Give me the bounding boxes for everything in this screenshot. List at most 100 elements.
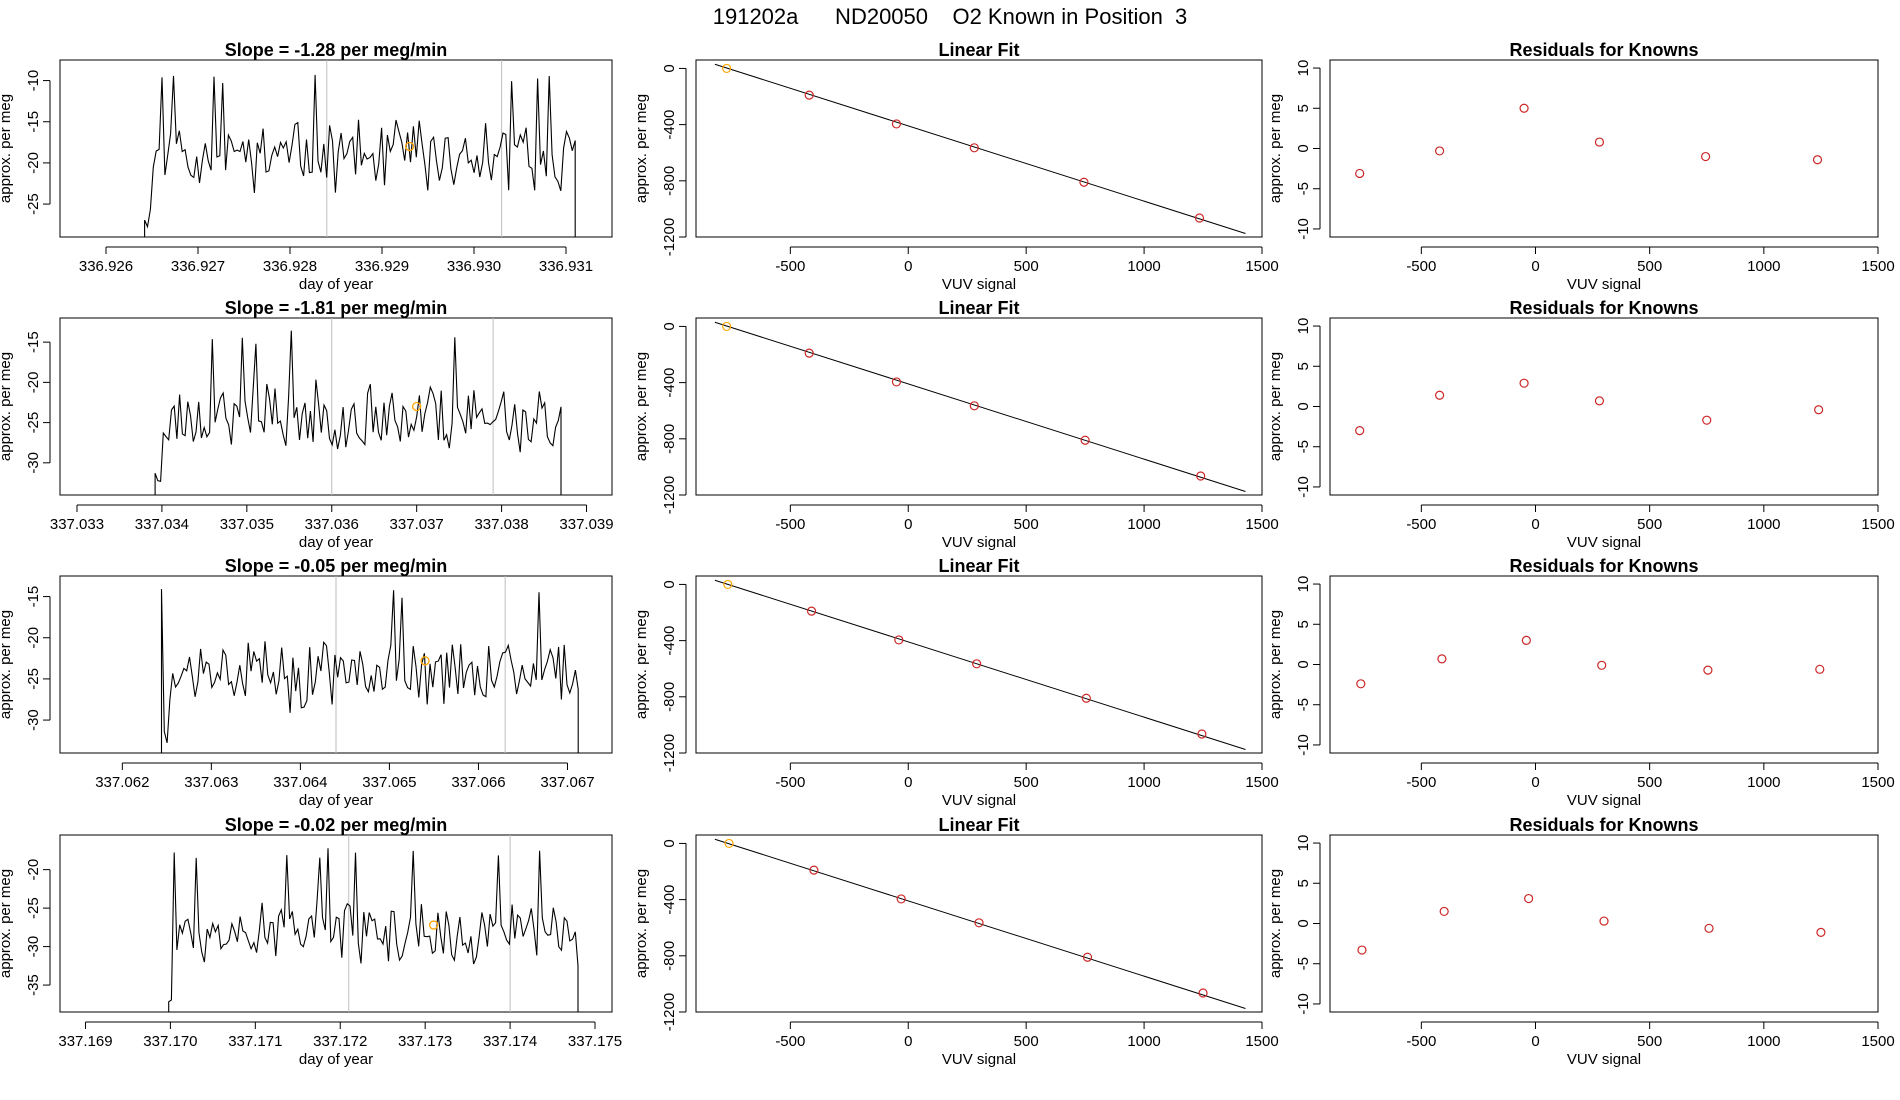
data-point — [1597, 660, 1607, 670]
y-tick-label: -15 — [25, 586, 42, 608]
x-tick-label: -500 — [1406, 774, 1436, 791]
fit-line — [714, 838, 1246, 1009]
data-point — [1701, 151, 1711, 162]
series-line — [168, 848, 579, 1012]
plot-frame — [695, 317, 1263, 496]
x-tick-label: 500 — [1014, 516, 1039, 533]
data-point — [1197, 729, 1207, 739]
y-tick-label: 0 — [1295, 660, 1312, 668]
x-axis-label: day of year — [299, 792, 373, 809]
plot-frame — [1329, 575, 1879, 754]
y-tick-label: 5 — [1295, 362, 1312, 370]
y-tick-label: -30 — [25, 709, 42, 731]
data-point — [1704, 923, 1714, 933]
data-point — [1594, 137, 1605, 147]
y-tick-label: -1200 — [661, 218, 678, 256]
data-point — [1198, 988, 1208, 998]
y-axis-label: approx. per meg — [1267, 610, 1284, 719]
x-tick-label: 337.174 — [483, 1033, 537, 1050]
y-tick-label: 10 — [1295, 60, 1312, 77]
plot-area — [714, 838, 1246, 1009]
y-tick-label: 0 — [661, 839, 678, 847]
x-tick-label: 500 — [1637, 774, 1662, 791]
panel-title: Slope = -0.05 per meg/min — [225, 556, 448, 576]
x-tick-label: 337.067 — [540, 774, 594, 791]
y-axis-label: approx. per meg — [633, 94, 650, 203]
x-tick-label: 337.064 — [273, 774, 327, 791]
x-axis-label: VUV signal — [942, 534, 1016, 551]
fit-line — [714, 321, 1246, 492]
panel-0-0: Slope = -1.28 per meg/min 336.926 336.927 3… — [0, 40, 613, 293]
x-tick-label: 337.063 — [184, 774, 238, 791]
x-tick-label: 1500 — [1861, 516, 1894, 533]
y-tick-label: -5 — [1295, 957, 1312, 970]
x-axis-label: VUV signal — [1567, 792, 1641, 809]
x-axis-label: day of year — [299, 1051, 373, 1068]
data-point — [1080, 435, 1090, 445]
y-tick-label: 5 — [1295, 620, 1312, 628]
panel-title: Slope = -1.81 per meg/min — [225, 298, 448, 318]
x-tick-label: 0 — [1531, 258, 1539, 275]
y-axis-label: approx. per meg — [0, 352, 14, 461]
y-tick-label: -30 — [25, 452, 42, 474]
y-tick-label: -25 — [25, 412, 42, 434]
y-axis-label: approx. per meg — [0, 610, 14, 719]
x-tick-label: 337.038 — [474, 516, 528, 533]
data-point — [1599, 916, 1609, 926]
x-tick-label: 1500 — [1861, 1033, 1894, 1050]
x-axis-label: VUV signal — [942, 276, 1016, 293]
panel-1-1: Linear Fit -500 0 500 1000 1500 VUV signal -120… — [633, 298, 1279, 551]
x-tick-label: 337.172 — [313, 1033, 367, 1050]
y-tick-label: -400 — [661, 368, 678, 398]
x-axis-label: VUV signal — [942, 1051, 1016, 1068]
data-point — [896, 894, 906, 904]
data-point — [1355, 168, 1365, 179]
data-point — [974, 918, 984, 928]
y-axis-label: approx. per meg — [633, 352, 650, 461]
x-tick-label: 0 — [904, 516, 912, 533]
y-tick-label: -5 — [1295, 698, 1312, 711]
x-tick-label: 1500 — [1861, 258, 1894, 275]
panel-0-1: Linear Fit -500 0 500 1000 1500 VUV signal -120… — [633, 40, 1279, 293]
x-axis-label: VUV signal — [1567, 1051, 1641, 1068]
x-tick-label: 337.036 — [305, 516, 359, 533]
data-point — [1079, 177, 1089, 187]
panel-2-0: Slope = -0.05 per meg/min 337.062 337.063 3… — [0, 556, 613, 809]
x-tick-label: 337.065 — [362, 774, 416, 791]
x-tick-label: 1500 — [1245, 516, 1278, 533]
y-axis-label: approx. per meg — [633, 869, 650, 978]
x-axis-label: VUV signal — [1567, 534, 1641, 551]
x-tick-label: 336.929 — [355, 258, 409, 275]
x-tick-label: 337.035 — [220, 516, 274, 533]
data-point — [894, 635, 904, 645]
x-tick-label: 1000 — [1747, 774, 1780, 791]
plot-frame — [695, 59, 1263, 238]
x-tick-label: 500 — [1637, 258, 1662, 275]
panel-2-1: Linear Fit -500 0 500 1000 1500 VUV signal -120… — [633, 556, 1279, 809]
y-tick-label: 0 — [661, 322, 678, 330]
data-point — [1815, 664, 1825, 674]
x-tick-label: 1500 — [1245, 1033, 1278, 1050]
data-point — [1524, 893, 1534, 904]
y-tick-label: -25 — [25, 897, 42, 919]
y-tick-label: 10 — [1295, 835, 1312, 852]
plot-area — [1355, 103, 1823, 179]
y-tick-label: 0 — [661, 580, 678, 588]
y-tick-label: -800 — [661, 166, 678, 196]
y-axis-label: approx. per meg — [1267, 869, 1284, 978]
data-point — [1355, 426, 1365, 436]
panel-title: Residuals for Knowns — [1509, 556, 1698, 576]
y-tick-label: -400 — [661, 110, 678, 140]
y-axis-label: approx. per meg — [0, 94, 14, 203]
x-tick-label: 0 — [904, 1033, 912, 1050]
plot-frame — [59, 834, 613, 1013]
y-tick-label: -1200 — [661, 734, 678, 772]
series-line — [154, 330, 562, 495]
y-tick-label: 10 — [1295, 576, 1312, 593]
data-point — [1812, 155, 1823, 165]
y-tick-label: -5 — [1295, 440, 1312, 453]
x-tick-label: 0 — [1531, 1033, 1539, 1050]
data-point — [1357, 945, 1367, 955]
panel-3-0: Slope = -0.02 per meg/min 337.169 337.170 3… — [0, 815, 622, 1068]
y-tick-label: -10 — [25, 70, 42, 92]
